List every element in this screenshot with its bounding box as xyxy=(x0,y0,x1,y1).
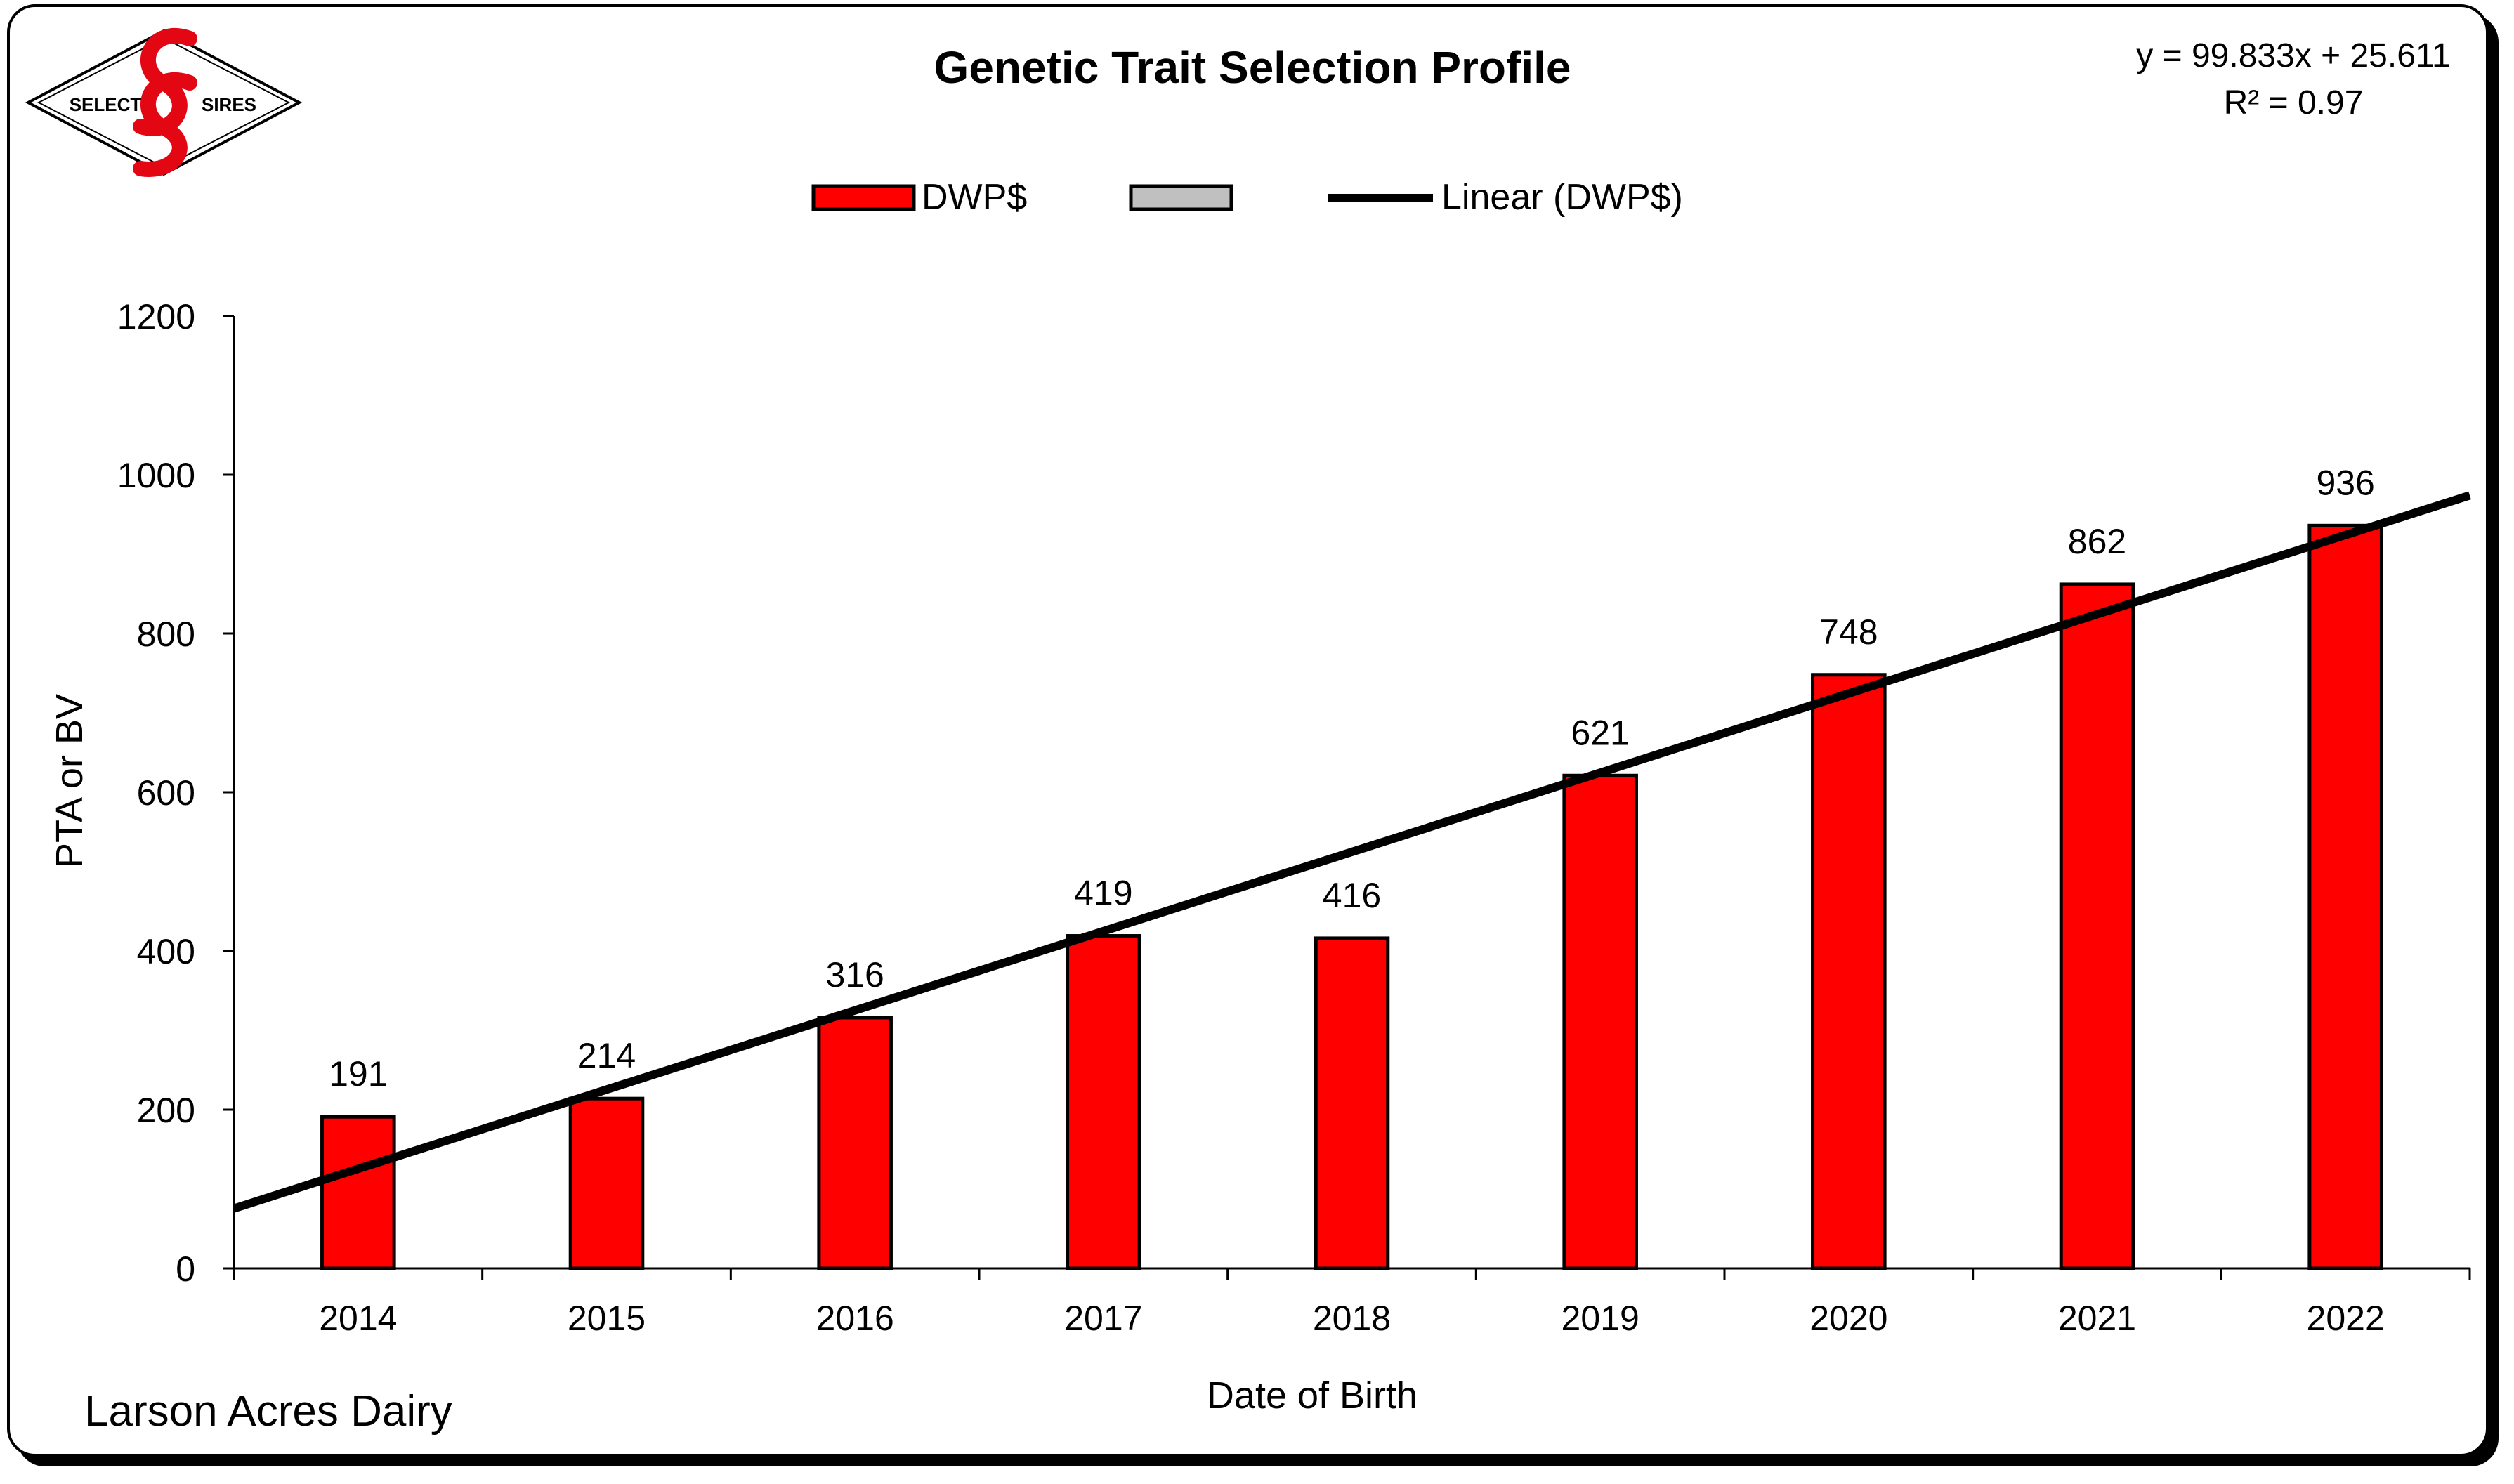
data-label: 316 xyxy=(825,955,884,994)
x-tick-label: 2021 xyxy=(2058,1299,2136,1338)
data-label: 191 xyxy=(329,1054,387,1094)
data-label: 416 xyxy=(1323,876,1381,915)
y-tick-label: 600 xyxy=(137,773,195,813)
bar xyxy=(568,1096,645,1270)
y-axis-ticks: 0 200 400 600 800 1000 1200 xyxy=(117,297,234,1289)
y-tick-label: 400 xyxy=(137,932,195,971)
data-label: 214 xyxy=(577,1036,636,1075)
y-tick-label: 1200 xyxy=(117,297,195,336)
data-label: 748 xyxy=(1819,612,1878,652)
bar xyxy=(1562,773,1638,1270)
bar xyxy=(817,1016,893,1270)
y-tick-label: 1000 xyxy=(117,456,195,495)
bar xyxy=(320,1115,396,1270)
x-tick-label: 2014 xyxy=(319,1299,397,1338)
legend: DWP$ Linear (DWP$) xyxy=(811,177,1683,218)
chart-title: Genetic Trait Selection Profile xyxy=(934,42,1571,93)
x-axis-ticks: 2014 2015 2016 2017 2018 2019 2020 2021 2022 xyxy=(233,1268,2471,1338)
data-label: 862 xyxy=(2068,522,2126,561)
bar xyxy=(1314,936,1390,1270)
x-axis-label: Date of Birth xyxy=(1207,1374,1418,1417)
x-tick-label: 2016 xyxy=(816,1299,894,1338)
legend-swatch-unnamed xyxy=(1129,184,1233,211)
x-tick-label: 2015 xyxy=(568,1299,646,1338)
x-tick-label: 2017 xyxy=(1064,1299,1142,1338)
trendline-r-squared: R² = 0.97 xyxy=(2224,84,2364,122)
farm-name: Larson Acres Dairy xyxy=(84,1387,452,1436)
y-tick-label: 200 xyxy=(137,1091,195,1130)
bar xyxy=(1066,934,1141,1270)
trendline-equation: y = 99.833x + 25.611 xyxy=(2136,37,2450,74)
legend-swatch-dwp xyxy=(811,184,916,211)
trendline xyxy=(233,491,2471,1213)
y-axis-label: PTA or BV xyxy=(48,694,91,868)
x-tick-label: 2022 xyxy=(2307,1299,2385,1338)
legend-label-dwp: DWP$ xyxy=(922,177,1027,218)
data-label: 936 xyxy=(2316,463,2374,502)
bar xyxy=(1811,673,1887,1270)
logo-text-right: SIRES xyxy=(202,94,256,115)
legend-label-trendline: Linear (DWP$) xyxy=(1441,177,1683,218)
bar xyxy=(2059,582,2135,1270)
y-tick-label: 800 xyxy=(137,615,195,654)
x-tick-label: 2018 xyxy=(1313,1299,1391,1338)
data-labels: 191 214 316 419 416 621 748 862 936 xyxy=(329,463,2375,1094)
data-label: 621 xyxy=(1571,713,1629,752)
bar-series xyxy=(320,523,2383,1270)
bar xyxy=(2307,523,2383,1270)
logo-text-left: SELECT xyxy=(70,94,142,115)
y-tick-label: 0 xyxy=(176,1249,195,1289)
data-label: 419 xyxy=(1074,874,1132,913)
trendline-layer xyxy=(233,491,2471,1213)
select-sires-logo: SELECT SIRES xyxy=(25,28,303,177)
x-tick-label: 2019 xyxy=(1562,1299,1639,1338)
x-tick-label: 2020 xyxy=(1809,1299,1887,1338)
